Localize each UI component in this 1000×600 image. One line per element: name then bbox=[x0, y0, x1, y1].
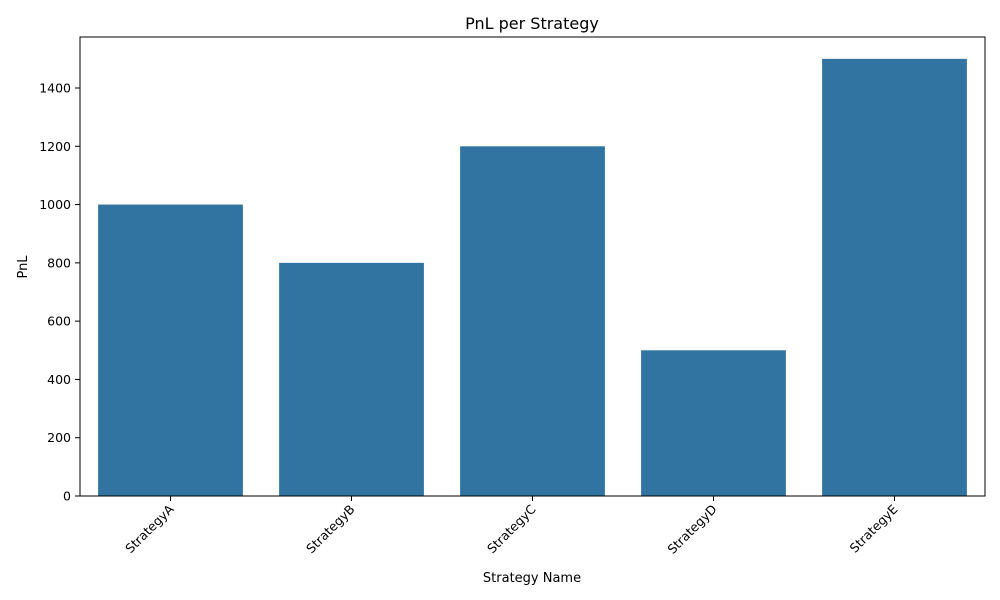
x-tick-label: StrategyB bbox=[303, 502, 358, 557]
x-tick-label: StrategyE bbox=[847, 501, 901, 555]
x-tick-label: StrategyC bbox=[484, 501, 539, 556]
y-tick-label: 200 bbox=[47, 430, 71, 445]
y-tick-label: 1000 bbox=[39, 197, 71, 212]
y-tick-label: 400 bbox=[47, 372, 71, 387]
plot-frame bbox=[79, 36, 986, 497]
y-axis-label: PnL bbox=[16, 255, 31, 279]
x-tick-label: StrategyA bbox=[122, 501, 177, 556]
y-tick-label: 600 bbox=[47, 314, 71, 329]
bar-strategyc bbox=[460, 146, 605, 497]
chart-title: PnL per Strategy bbox=[465, 14, 599, 33]
x-axis: StrategyA StrategyB StrategyC StrategyD Stra… bbox=[122, 496, 901, 557]
y-tick-label: 1200 bbox=[39, 139, 71, 154]
bar-strategyd bbox=[641, 350, 786, 496]
bars-group bbox=[98, 58, 967, 497]
x-axis-label: Strategy Name bbox=[483, 571, 581, 586]
y-tick-label: 800 bbox=[47, 255, 71, 270]
y-tick-label: 1400 bbox=[39, 81, 71, 96]
y-axis: 0 200 400 600 800 1000 1200 1400 bbox=[39, 81, 80, 504]
bar-strategye bbox=[822, 58, 967, 496]
bar-strategya bbox=[98, 204, 243, 497]
bar-strategyb bbox=[279, 262, 424, 496]
x-tick-label: StrategyD bbox=[664, 502, 719, 557]
y-tick-label: 0 bbox=[63, 489, 71, 504]
